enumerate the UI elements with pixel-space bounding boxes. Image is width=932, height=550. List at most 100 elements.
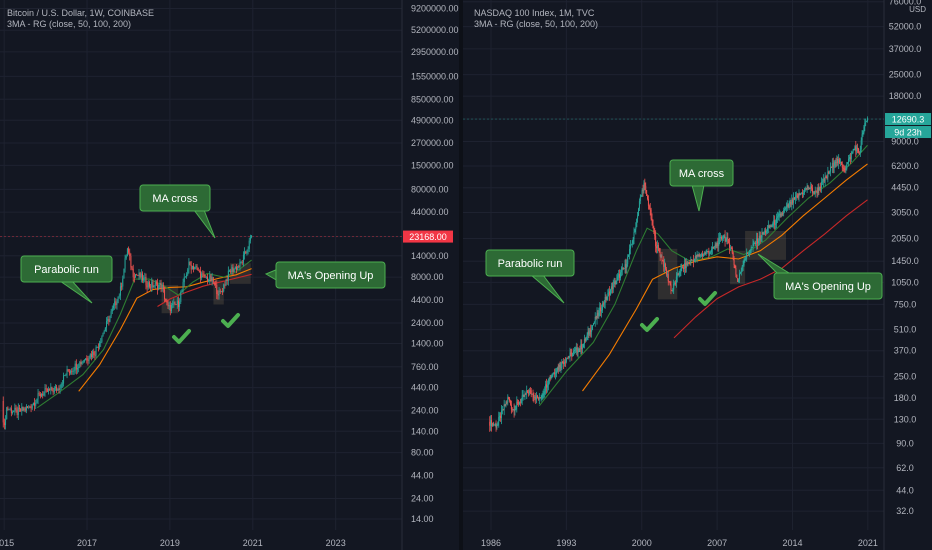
candle-body	[220, 291, 222, 293]
candle-body	[557, 367, 559, 370]
candle-body	[189, 261, 191, 265]
candle-body	[668, 281, 670, 283]
candle-body	[748, 252, 750, 254]
candle-body	[502, 409, 504, 411]
candle-body	[546, 384, 548, 388]
bitcoin-chart-canvas[interactable]: 9200000.00 5200000.00 2950000.00 1550000.00…	[0, 0, 459, 550]
candle-body	[711, 249, 713, 253]
candle-body	[47, 389, 49, 392]
candle-body	[166, 301, 168, 303]
candle-body	[602, 303, 604, 305]
candle-body	[169, 305, 171, 312]
callout-ma-cross-label: MA cross	[679, 168, 725, 180]
candle-body	[664, 264, 666, 267]
candle-body	[555, 373, 557, 375]
candle-body	[36, 399, 38, 403]
candle-body	[65, 374, 67, 376]
candle-body	[227, 270, 229, 281]
candle-body	[124, 258, 126, 269]
candle-body	[831, 163, 833, 168]
candle-body	[541, 395, 543, 398]
candle-body	[627, 256, 629, 265]
candle-body	[845, 168, 847, 170]
candle-body	[647, 195, 649, 199]
candle-body	[692, 259, 694, 261]
candle-body	[101, 336, 103, 342]
price-tick-label: 4400.00	[411, 295, 444, 305]
candle-body	[650, 209, 652, 219]
candle-body	[248, 240, 250, 249]
candle-body	[858, 148, 860, 153]
candle-body	[795, 195, 797, 197]
candle-body	[653, 228, 655, 232]
nasdaq-chart-canvas[interactable]: 76000.0 52000.0 37000.0 25000.0 18000.0 9000.…	[463, 0, 932, 550]
candle-body	[767, 225, 769, 228]
candle-body	[594, 316, 596, 322]
candle-body	[854, 146, 856, 150]
candle-body	[212, 277, 214, 284]
candle-body	[618, 274, 620, 277]
candle-body	[638, 201, 640, 209]
candle-body	[190, 264, 192, 270]
candle-body	[607, 292, 609, 298]
candle-body	[678, 273, 680, 275]
candle-body	[762, 232, 764, 235]
candle-body	[52, 390, 54, 393]
candle-body	[117, 296, 119, 304]
candle-body	[617, 276, 619, 278]
candle-body	[645, 185, 647, 191]
candle-body	[625, 264, 627, 268]
candle-body	[128, 248, 130, 253]
candle-body	[629, 245, 631, 249]
candle-body	[783, 210, 785, 214]
candle-body	[57, 388, 59, 391]
candle-body	[682, 266, 684, 268]
candle-body	[500, 410, 502, 418]
panel-divider[interactable]	[459, 0, 463, 550]
candle-body	[799, 193, 801, 195]
candle-body	[519, 402, 521, 404]
candle-body	[225, 279, 227, 286]
candle-body	[828, 171, 830, 174]
candle-body	[167, 302, 169, 307]
candle-body	[551, 375, 553, 377]
candle-body	[581, 344, 583, 350]
candle-body	[774, 220, 776, 225]
candle-body	[12, 411, 14, 413]
candle-body	[157, 283, 159, 290]
candle-body	[547, 383, 549, 386]
candle-body	[801, 192, 803, 194]
candle-body	[619, 272, 621, 278]
candle-body	[720, 236, 722, 238]
candle-body	[151, 281, 153, 288]
candle-body	[643, 182, 645, 191]
candle-body	[215, 283, 217, 285]
candle-body	[162, 285, 164, 290]
candle-body	[684, 263, 686, 269]
candle-body	[815, 190, 817, 192]
candle-body	[92, 351, 94, 357]
candle-body	[846, 163, 848, 169]
candle-body	[616, 277, 618, 281]
candle-body	[209, 275, 211, 280]
candle-body	[564, 361, 566, 363]
candle-body	[2, 400, 4, 423]
candle-body	[861, 134, 863, 141]
candle-body	[706, 251, 708, 252]
candle-body	[182, 282, 184, 290]
candle-body	[753, 243, 755, 245]
candle-body	[195, 266, 197, 268]
candle-body	[560, 367, 562, 369]
candle-body	[224, 284, 226, 286]
candle-body	[500, 415, 502, 418]
candle-body	[701, 253, 703, 256]
candle-body	[168, 305, 170, 307]
price-tick-label: 25000.0	[889, 70, 922, 80]
candle-body	[737, 278, 739, 282]
candle-body	[586, 334, 588, 338]
candle-body	[738, 278, 740, 282]
candle-body	[719, 237, 721, 239]
candle-body	[817, 187, 819, 194]
candle-body	[491, 423, 493, 427]
candle-body	[820, 186, 822, 189]
